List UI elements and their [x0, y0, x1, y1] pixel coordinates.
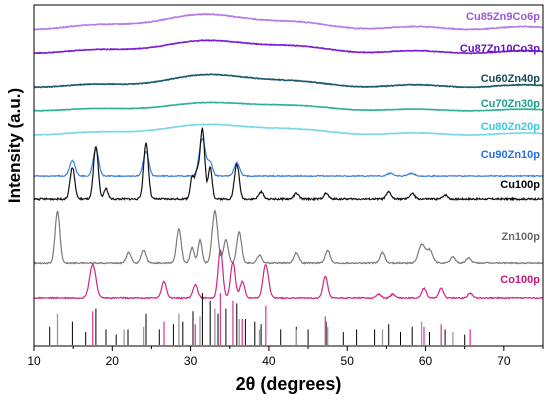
series-label-Cu70Zn30p: Cu70Zn30p [481, 98, 541, 110]
series-label-Cu85Zn9Co6p: Cu85Zn9Co6p [466, 11, 540, 23]
traces-layer [33, 12, 544, 300]
series-labels-layer: Cu85Zn9Co6p Cu87Zn10Co3p Cu60Zn40p Cu70Zn30… [460, 11, 540, 286]
series-label-Cu60Zn40p: Cu60Zn40p [481, 73, 541, 85]
trace-Cu100p [33, 126, 543, 202]
x-tick-label: 20 [106, 354, 120, 368]
series-label-Cu100p: Cu100p [500, 179, 540, 191]
trace-Cu60Zn40p [33, 73, 543, 89]
y-axis-title: Intensity (a.u.) [5, 88, 24, 203]
x-axis-title: 2θ (degrees) [236, 374, 342, 394]
trace-Zn100p [33, 209, 543, 265]
series-label-Co100p: Co100p [500, 274, 540, 286]
x-tick-label: 10 [27, 354, 41, 368]
series-label-Cu80Zn20p: Cu80Zn20p [481, 121, 541, 133]
series-label-Cu90Zn10p: Cu90Zn10p [481, 149, 541, 161]
x-axis-ticks: 10 20 30 40 50 60 70 [27, 346, 544, 368]
plot-frame [33, 4, 544, 347]
reference-patterns-layer [49, 293, 471, 345]
trace-Cu70Zn30p [33, 101, 544, 112]
trace-Cu80Zn20p [34, 123, 543, 137]
x-tick-label: 70 [497, 354, 511, 368]
series-label-Zn100p: Zn100p [501, 231, 540, 243]
series-label-Cu87Zn10Co3p: Cu87Zn10Co3p [460, 43, 540, 55]
x-tick-label: 60 [419, 354, 433, 368]
x-tick-label: 50 [341, 354, 355, 368]
trace-Cu85Zn9Co6p [33, 12, 544, 31]
x-tick-label: 40 [262, 354, 276, 368]
trace-Cu87Zn10Co3p [33, 39, 543, 55]
trace-Co100p [33, 249, 543, 300]
trace-Cu90Zn10p [33, 137, 544, 178]
x-tick-label: 30 [184, 354, 198, 368]
